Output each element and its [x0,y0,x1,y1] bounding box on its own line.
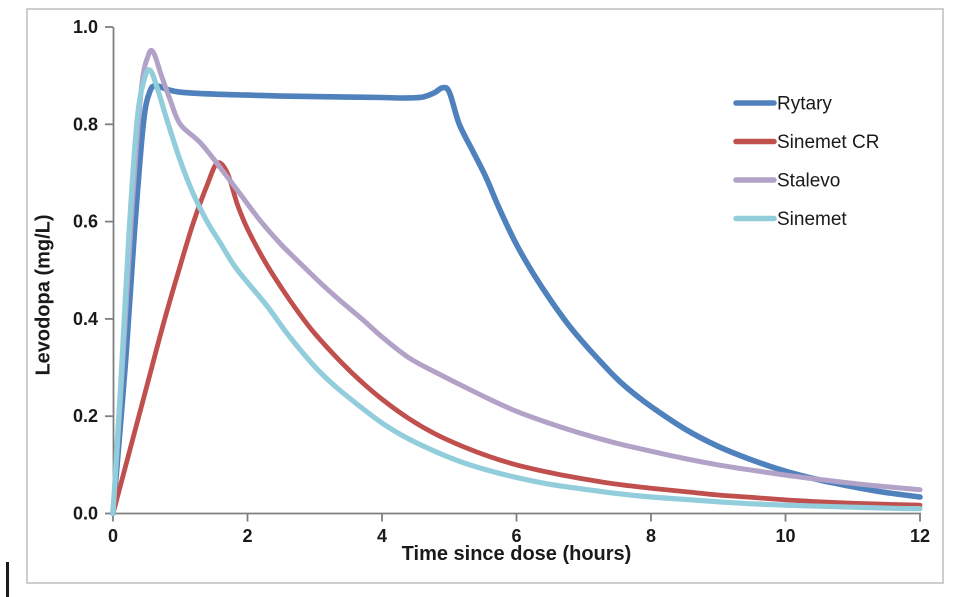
x-tick-label: 6 [511,526,521,546]
legend-label-sinemet-cr: Sinemet CR [777,132,879,153]
y-tick-label: 0.0 [73,504,98,524]
legend-label-sinemet: Sinemet [777,209,847,230]
legend-label-stalevo: Stalevo [777,171,840,192]
legend-item-sinemet: Sinemet [733,209,847,230]
y-tick-label: 0.6 [73,212,98,232]
y-axis-title: Levodopa (mg/L) [32,214,55,376]
x-tick-label: 0 [108,526,118,546]
x-tick-label: 2 [242,526,252,546]
series-line-sinemet [110,67,923,517]
y-tick-label: 1.0 [73,17,98,37]
x-tick-label: 12 [910,526,930,546]
y-tick-label: 0.2 [73,406,98,426]
x-tick-label: 4 [377,526,387,546]
y-tick-label: 0.4 [73,309,98,329]
chart-frame [26,8,944,584]
x-tick-label: 8 [646,526,656,546]
y-tick-label: 0.8 [73,114,98,134]
x-tick-label: 10 [775,526,795,546]
legend: Rytary Sinemet CR Stalevo Sinemet [733,94,879,230]
legend-item-stalevo: Stalevo [733,171,840,192]
legend-label-rytary: Rytary [777,94,832,115]
legend-item-rytary: Rytary [733,94,832,115]
legend-item-sinemet-cr: Sinemet CR [733,132,879,153]
series-line-rytary [110,83,923,517]
cursor-artifact [6,562,9,597]
series-line-stalevo [110,47,923,516]
x-axis-title: Time since dose (hours) [401,543,632,565]
